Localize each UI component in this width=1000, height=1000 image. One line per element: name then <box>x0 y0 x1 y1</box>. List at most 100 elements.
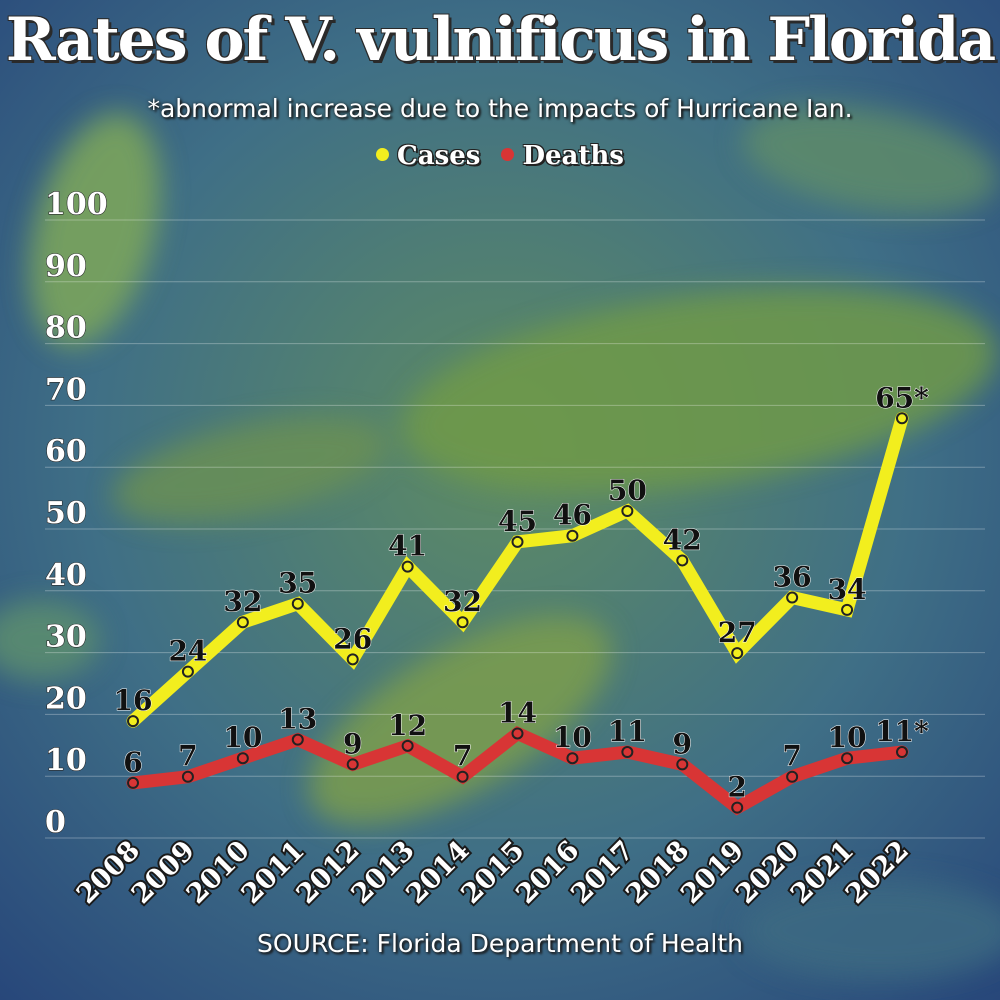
y-tick-label: 60 <box>45 434 87 469</box>
data-point-deaths <box>621 746 634 759</box>
bacterium-blob <box>402 287 998 493</box>
y-tick-label: 50 <box>45 496 87 531</box>
y-tick-label: 0 <box>45 805 66 840</box>
x-tick-label: 2018 <box>620 835 695 910</box>
data-point-deaths <box>566 752 579 765</box>
data-label-cases: 32 <box>223 585 262 618</box>
x-tick-label: 2008 <box>71 835 146 910</box>
y-tick-label: 40 <box>45 558 87 593</box>
x-tick-label: 2013 <box>346 835 421 910</box>
data-label-cases: 46 <box>553 499 592 532</box>
data-label-cases: 27 <box>718 616 757 649</box>
data-label-cases: 16 <box>114 684 153 717</box>
bacterium-blob <box>0 600 100 680</box>
x-tick-label: 2022 <box>840 835 915 910</box>
data-point-deaths <box>786 770 799 783</box>
bacterium-blob <box>740 880 1000 980</box>
series-lines <box>126 411 909 816</box>
y-tick-label: 80 <box>45 311 87 346</box>
y-axis: 0 10 20 30 40 50 60 70 80 90 100 <box>44 186 108 840</box>
legend-cases-swatch <box>376 148 390 161</box>
x-tick-label: 2012 <box>291 835 366 910</box>
data-label-deaths: 7 <box>782 740 801 773</box>
bacterium-blob <box>29 113 161 347</box>
y-tick-label: 90 <box>45 249 87 284</box>
data-point-deaths <box>401 739 414 752</box>
data-point-deaths <box>181 770 194 783</box>
legend: Cases Deaths <box>0 138 1000 174</box>
data-point-deaths <box>236 752 249 765</box>
data-point-deaths <box>511 727 524 740</box>
data-label-cases: 24 <box>168 635 207 668</box>
x-tick-label: 2017 <box>565 835 640 910</box>
data-label-deaths: 13 <box>278 703 317 736</box>
data-point-deaths <box>676 758 689 771</box>
bacterium-blob <box>112 417 388 523</box>
x-tick-label: 2014 <box>400 835 475 910</box>
data-label-cases: 32 <box>443 585 482 618</box>
x-tick-label: 2020 <box>730 835 805 910</box>
data-point-cases <box>621 505 634 517</box>
chart-title: Rates of V. vulnificus in Florida <box>5 5 996 75</box>
data-label-cases: 45 <box>498 505 537 538</box>
data-point-cases <box>346 653 359 666</box>
data-point-deaths <box>346 758 359 771</box>
x-tick-label: 2016 <box>510 835 585 910</box>
source-note: SOURCE: Florida Department of Health <box>257 929 743 958</box>
data-point-cases <box>566 529 579 542</box>
data-label-deaths: 10 <box>553 721 592 754</box>
chart-subtitle: *abnormal increase due to the impacts of… <box>147 94 853 123</box>
x-tick-label: 2010 <box>181 835 256 910</box>
data-point-cases <box>841 603 854 616</box>
data-label-deaths: 11 <box>608 715 647 748</box>
data-label-cases: 65* <box>875 381 929 414</box>
data-point-deaths <box>127 776 139 789</box>
data-label-cases: 26 <box>333 622 372 655</box>
data-point-cases <box>456 616 469 629</box>
data-label-deaths: 9 <box>673 727 692 760</box>
series-line-cases <box>126 411 909 728</box>
data-point-cases <box>786 591 799 604</box>
y-tick-label: 20 <box>45 681 87 716</box>
data-label-cases: 36 <box>773 561 812 594</box>
data-point-deaths <box>456 770 469 783</box>
data-point-cases <box>676 554 689 567</box>
data-label-cases: 42 <box>663 523 702 556</box>
legend-deaths-label: Deaths <box>522 141 624 171</box>
data-label-deaths: 7 <box>453 740 472 773</box>
legend-cases-label: Cases <box>397 141 481 171</box>
y-tick-label: 100 <box>45 187 108 222</box>
data-label-cases: 35 <box>278 567 317 600</box>
data-point-deaths <box>841 752 854 765</box>
data-label-deaths: 12 <box>388 709 427 742</box>
y-tick-label: 70 <box>45 372 87 407</box>
data-point-deaths <box>291 733 304 746</box>
data-label-deaths: 2 <box>727 771 746 804</box>
data-point-cases <box>127 715 139 728</box>
data-point-cases <box>511 535 524 548</box>
x-tick-label: 2009 <box>126 835 201 910</box>
legend-item-cases: Cases <box>376 138 480 174</box>
data-label-deaths: 11* <box>875 715 929 748</box>
series-line-deaths <box>126 725 909 816</box>
y-tick-label: 30 <box>45 620 87 655</box>
data-label-deaths: 7 <box>178 740 197 773</box>
y-tick-label: 10 <box>45 743 87 778</box>
data-label-deaths: 10 <box>828 721 867 754</box>
data-point-cases <box>401 560 414 573</box>
legend-item-deaths: Deaths <box>501 138 624 174</box>
bacterium-blob <box>741 105 999 215</box>
data-point-cases <box>291 597 304 610</box>
data-point-cases <box>731 647 744 660</box>
x-axis: 2008200920102011201220132014201520162017… <box>69 833 917 912</box>
x-tick-label: 2021 <box>785 835 860 910</box>
x-tick-label: 2011 <box>236 835 311 910</box>
data-point-cases <box>896 412 908 425</box>
x-tick-label: 2015 <box>455 835 530 910</box>
x-tick-label: 2019 <box>675 835 750 910</box>
data-label-deaths: 10 <box>223 721 262 754</box>
data-label-cases: 34 <box>828 573 867 606</box>
